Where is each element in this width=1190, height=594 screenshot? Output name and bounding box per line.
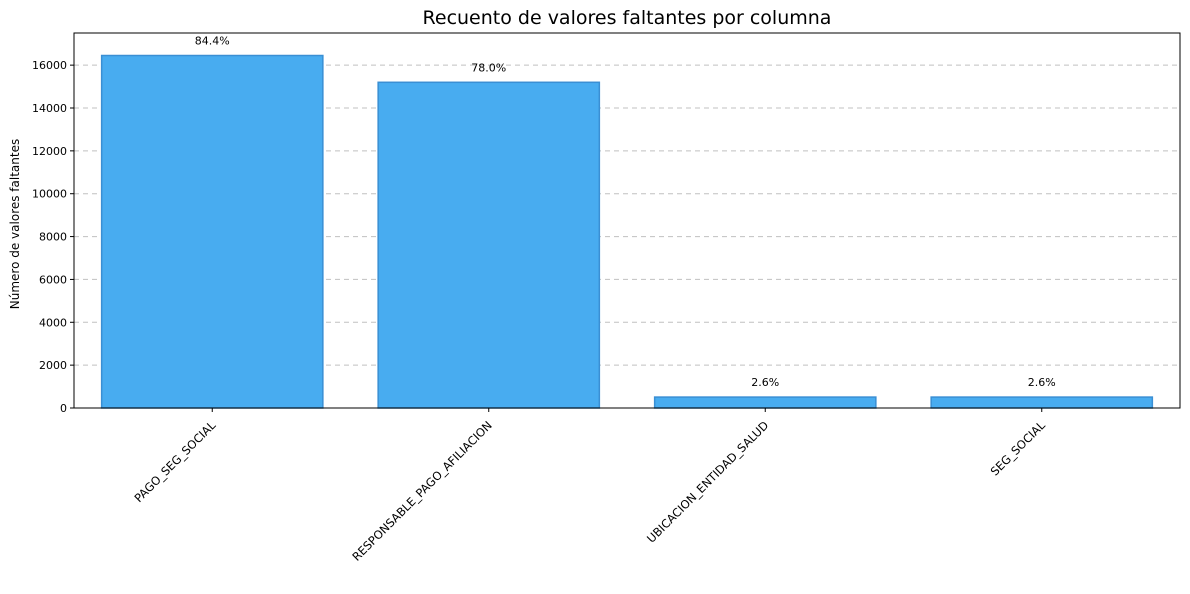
x-tick-label: PAGO_SEG_SOCIAL (131, 418, 218, 505)
x-tick-label: SEG_SOCIAL (988, 418, 1049, 479)
bar (100, 54, 324, 409)
y-axis-ticks: 0 2000 4000 6000 8000 10000 12000 14000 16000 (32, 59, 74, 415)
y-tick-label: 10000 (32, 188, 67, 201)
data-labels: 84.4% 78.0% 2.6% 2.6% (195, 35, 1056, 390)
y-tick-label: 0 (60, 402, 67, 415)
y-axis-label: Número de valores faltantes (8, 139, 22, 309)
data-label: 2.6% (1028, 376, 1056, 389)
data-label: 2.6% (751, 376, 779, 389)
data-label: 78.0% (471, 61, 506, 74)
x-tick-label: UBICACION_ENTIDAD_SALUD (644, 418, 771, 545)
y-tick-label: 12000 (32, 145, 67, 158)
bars (100, 54, 1154, 409)
bar (930, 396, 1154, 409)
y-tick-label: 2000 (39, 359, 67, 372)
data-label: 84.4% (195, 35, 230, 48)
y-tick-label: 6000 (39, 273, 67, 286)
x-axis-ticks: PAGO_SEG_SOCIAL RESPONSABLE_PAGO_AFILIACI… (131, 408, 1048, 564)
y-tick-label: 8000 (39, 231, 67, 244)
y-tick-label: 14000 (32, 102, 67, 115)
bar (377, 81, 601, 409)
bar (653, 396, 877, 409)
x-tick-label: RESPONSABLE_PAGO_AFILIACION (349, 418, 495, 564)
y-tick-label: 16000 (32, 59, 67, 72)
chart-title: Recuento de valores faltantes por column… (423, 7, 832, 29)
plot-frame (73, 32, 1181, 409)
y-tick-label: 4000 (39, 316, 67, 329)
